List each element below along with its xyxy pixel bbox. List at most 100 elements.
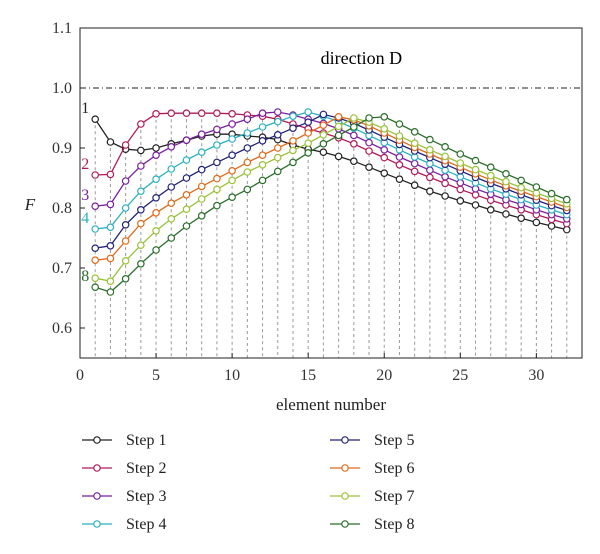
data-point-step-6 bbox=[319, 121, 328, 130]
data-point-step-7 bbox=[441, 152, 449, 161]
data-point-step-1 bbox=[350, 157, 358, 166]
data-point-step-4 bbox=[258, 123, 267, 131]
data-point-step-1 bbox=[334, 152, 343, 161]
data-point-step-5 bbox=[106, 242, 115, 250]
x-tick-label: 5 bbox=[152, 367, 160, 384]
data-point-step-6 bbox=[152, 209, 160, 217]
data-point-step-8 bbox=[456, 150, 465, 158]
data-point-step-7 bbox=[502, 177, 510, 186]
legend-label: Step 8 bbox=[374, 516, 414, 533]
legend-label: Step 1 bbox=[126, 432, 166, 449]
data-point-step-8 bbox=[91, 283, 100, 292]
x-axis-title: element number bbox=[276, 395, 386, 414]
data-point-step-7 bbox=[350, 114, 358, 122]
data-point-step-8 bbox=[410, 128, 419, 136]
data-point-step-2 bbox=[426, 173, 434, 182]
data-point-step-4 bbox=[304, 108, 312, 116]
data-point-step-6 bbox=[213, 174, 221, 183]
data-point-step-7 bbox=[243, 168, 252, 176]
data-point-step-3 bbox=[395, 153, 404, 161]
data-point-step-2 bbox=[395, 161, 404, 169]
data-point-step-8 bbox=[213, 201, 221, 210]
data-point-step-7 bbox=[121, 256, 130, 265]
data-point-step-8 bbox=[228, 193, 236, 202]
legend-label: Step 3 bbox=[126, 488, 166, 505]
x-tick-label: 15 bbox=[300, 367, 316, 384]
x-tick-label: 30 bbox=[528, 367, 544, 384]
data-point-step-3 bbox=[91, 202, 100, 211]
data-point-step-3 bbox=[365, 138, 373, 147]
series-number-label: 4 bbox=[81, 210, 89, 227]
data-point-step-1 bbox=[456, 197, 465, 205]
data-point-step-7 bbox=[289, 146, 297, 155]
data-point-step-6 bbox=[167, 199, 176, 208]
legend-marker bbox=[341, 492, 349, 500]
data-point-step-8 bbox=[182, 222, 191, 230]
legend-marker bbox=[341, 436, 349, 444]
legend-label: Step 7 bbox=[374, 488, 414, 505]
data-point-step-1 bbox=[152, 144, 160, 152]
legend-label: Step 6 bbox=[374, 460, 414, 477]
data-point-step-7 bbox=[167, 215, 176, 223]
legend-marker bbox=[341, 520, 349, 528]
data-point-step-3 bbox=[380, 146, 389, 154]
data-point-step-2 bbox=[121, 141, 130, 149]
data-point-step-2 bbox=[106, 170, 115, 179]
data-point-step-2 bbox=[137, 120, 145, 128]
data-point-step-7 bbox=[319, 131, 328, 139]
data-point-step-3 bbox=[167, 143, 176, 151]
data-point-step-6 bbox=[243, 158, 252, 167]
data-point-step-8 bbox=[167, 234, 176, 242]
data-point-step-6 bbox=[91, 256, 100, 265]
data-point-step-1 bbox=[547, 222, 556, 230]
data-point-step-1 bbox=[319, 148, 328, 157]
data-point-step-3 bbox=[426, 166, 434, 175]
data-point-step-8 bbox=[304, 149, 312, 157]
series-number-label: 2 bbox=[81, 156, 89, 173]
data-point-step-1 bbox=[532, 218, 541, 227]
data-point-step-2 bbox=[182, 109, 191, 118]
data-point-step-1 bbox=[410, 181, 419, 190]
data-point-step-8 bbox=[319, 140, 328, 148]
data-point-step-4 bbox=[182, 156, 191, 164]
data-point-step-7 bbox=[426, 146, 434, 154]
y-tick-label: 0.9 bbox=[52, 140, 72, 157]
data-point-step-3 bbox=[197, 130, 206, 139]
series-line-step-3 bbox=[95, 111, 567, 220]
data-point-step-2 bbox=[167, 109, 176, 118]
data-point-step-7 bbox=[182, 205, 191, 214]
data-point-step-6 bbox=[304, 129, 312, 137]
data-point-step-7 bbox=[517, 183, 525, 192]
legend-marker bbox=[93, 492, 101, 500]
data-point-step-1 bbox=[380, 169, 389, 178]
data-point-step-3 bbox=[441, 173, 449, 181]
legend: Step 1 Step 2 Step 3 Step 4 Step 5 Step 6 Step… bbox=[82, 432, 414, 533]
x-tick-label: 10 bbox=[224, 367, 240, 384]
data-point-step-8 bbox=[486, 163, 495, 172]
data-point-step-5 bbox=[243, 144, 252, 152]
data-point-step-7 bbox=[258, 161, 267, 169]
data-point-step-7 bbox=[137, 241, 145, 250]
legend-marker bbox=[341, 464, 349, 472]
series-number-label: 1 bbox=[81, 100, 89, 117]
y-tick-label: 1.1 bbox=[52, 20, 72, 37]
data-point-step-5 bbox=[137, 206, 145, 214]
data-point-step-5 bbox=[319, 110, 328, 119]
data-point-step-2 bbox=[91, 171, 100, 179]
legend-marker bbox=[93, 464, 101, 472]
data-point-step-2 bbox=[213, 109, 221, 118]
legend-label: Step 2 bbox=[126, 460, 166, 477]
plot-area: 0 5 10 15 20 25 30 0.6 0.7 0.8 0.9 1.0 1.1 1 2 3 4 8 bbox=[52, 20, 583, 384]
data-point-step-3 bbox=[258, 109, 267, 118]
data-point-step-7 bbox=[152, 227, 160, 235]
data-point-step-5 bbox=[167, 183, 176, 191]
data-point-step-5 bbox=[258, 137, 267, 145]
data-point-step-8 bbox=[273, 167, 282, 176]
data-point-step-7 bbox=[380, 125, 389, 133]
data-point-step-6 bbox=[289, 137, 297, 145]
data-point-step-3 bbox=[121, 177, 130, 185]
series-number-label: 3 bbox=[81, 187, 89, 204]
data-point-step-5 bbox=[228, 151, 236, 160]
data-point-step-6 bbox=[258, 151, 267, 160]
data-point-step-1 bbox=[395, 175, 404, 184]
